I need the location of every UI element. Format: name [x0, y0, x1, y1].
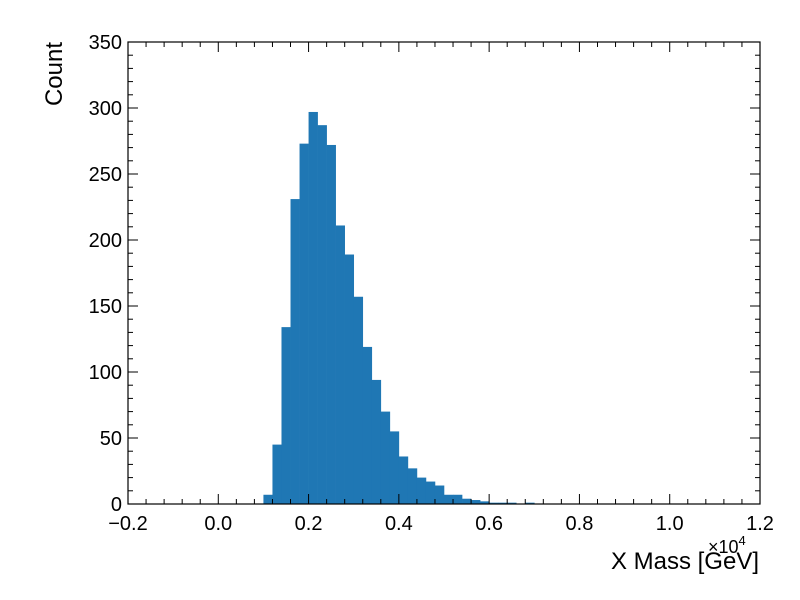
histogram-bar — [281, 327, 291, 504]
y-tick-label: 300 — [89, 98, 122, 120]
y-tick-label: 100 — [89, 362, 122, 384]
histogram-bar — [498, 502, 508, 504]
y-tick-label: 0 — [111, 494, 122, 516]
histogram-bar — [480, 501, 490, 504]
histogram-bar — [398, 456, 409, 504]
histogram-bar — [416, 477, 427, 504]
histogram-bar — [299, 143, 309, 504]
y-tick-label: 150 — [89, 296, 122, 318]
x-tick-labels: −0.2 0.0 0.2 0.4 0.6 0.8 1.0 1.2 — [108, 513, 774, 535]
y-tick-label: 250 — [89, 164, 122, 186]
x-axis-offset: ×104 — [708, 533, 746, 557]
histogram-bars — [263, 111, 535, 505]
x-tick-label: 1.0 — [656, 513, 684, 535]
x-axis-title: X Mass [GeV] — [611, 548, 759, 575]
axis-ticks — [127, 41, 761, 505]
histogram-bar — [425, 481, 436, 504]
plot-frame — [127, 41, 761, 505]
y-tick-labels: 0 50 100 150 200 250 300 350 — [89, 32, 122, 516]
y-tick-label: 200 — [89, 230, 122, 252]
x-tick-label: 0.0 — [204, 513, 232, 535]
histogram-bar — [453, 494, 463, 504]
x-tick-label: 0.6 — [475, 513, 503, 535]
histogram-bar — [444, 494, 454, 504]
histogram-bar — [407, 468, 418, 504]
histogram-bar — [335, 225, 345, 505]
histogram-bar — [353, 296, 364, 504]
histogram-bar — [380, 411, 391, 504]
y-axis-title: Count — [41, 42, 68, 106]
histogram-bar — [326, 144, 336, 504]
x-tick-label: 0.4 — [385, 513, 413, 535]
histogram-bar — [308, 111, 318, 505]
histogram-bar — [489, 502, 499, 504]
histogram-bar — [507, 502, 517, 504]
histogram-bar — [462, 498, 472, 504]
histogram-bar — [362, 346, 373, 504]
histogram-bar — [389, 431, 400, 504]
histogram-bar — [525, 502, 535, 504]
x-tick-label: 0.8 — [566, 513, 594, 535]
x-tick-label: 1.2 — [746, 513, 774, 535]
y-tick-label: 50 — [100, 428, 122, 450]
histogram-bar — [471, 500, 481, 504]
x-axis-offset-base: ×10 — [708, 537, 739, 557]
histogram-bar — [263, 494, 273, 504]
histogram-bar — [371, 379, 382, 504]
histogram-bar — [344, 254, 355, 504]
histogram-bar — [434, 485, 445, 504]
histogram-bar — [290, 199, 300, 504]
histogram-bar — [272, 444, 282, 504]
y-tick-label: 350 — [89, 32, 122, 54]
x-axis-offset-exponent: 4 — [739, 533, 746, 548]
x-tick-label: 0.2 — [295, 513, 323, 535]
x-tick-label: −0.2 — [108, 513, 147, 535]
histogram-bar — [317, 125, 327, 504]
